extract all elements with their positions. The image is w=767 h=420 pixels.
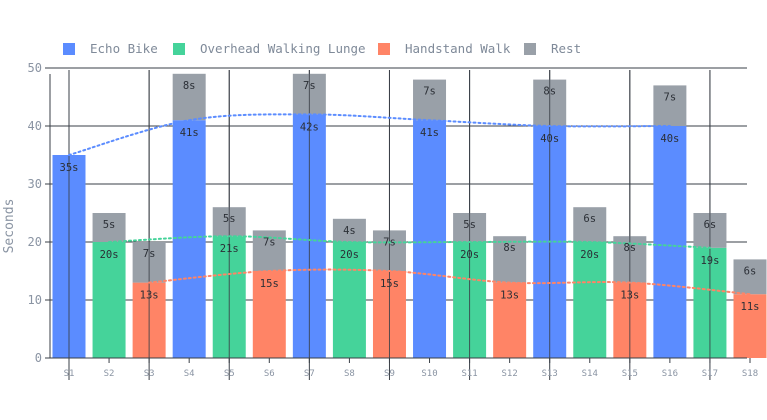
bar-label-rest: 6s — [744, 265, 757, 277]
bar-rest-segment — [493, 236, 527, 283]
bar-label-rest: 8s — [503, 242, 516, 254]
x-tick-label: S7 — [304, 369, 315, 379]
x-tick-label: S8 — [344, 369, 355, 379]
x-tick-label: S13 — [542, 369, 558, 379]
bar-label-rest: 7s — [423, 86, 436, 98]
x-tick-label: S4 — [184, 369, 195, 379]
bars-layer — [52, 73, 767, 359]
bar-rest-segment — [172, 73, 206, 121]
bar-label-rest: 7s — [664, 91, 677, 103]
x-tick-label: S3 — [144, 369, 155, 379]
bar-label-rest: 7s — [143, 248, 156, 260]
bar-rest-segment — [733, 259, 767, 295]
x-tick-label: S18 — [742, 369, 758, 379]
bar-labels-layer: 35s 20s 5s 13s 7s 41s 8s 21s 5s 15s 7s 42s 7s 20s 4s 15… — [60, 80, 760, 313]
bar-work-segment — [252, 271, 286, 358]
bar-rest-segment — [653, 85, 687, 126]
bar-work-segment — [92, 242, 126, 358]
x-tick-label: S14 — [582, 369, 598, 379]
x-tick-label: S5 — [224, 369, 235, 379]
bar-label-rest: 5s — [223, 213, 236, 225]
legend-swatch-rest — [524, 43, 536, 55]
bar-work-segment — [413, 120, 447, 358]
legend-label-echo-bike: Echo Bike — [90, 41, 158, 56]
x-tick-label: S17 — [702, 369, 718, 379]
y-tick-label: 40 — [28, 119, 42, 133]
bar-label-work: 20s — [100, 249, 119, 261]
bar-label-work: 19s — [700, 255, 719, 267]
bar-label-rest: 6s — [583, 213, 596, 225]
bar-label-work: 13s — [500, 290, 519, 302]
bar-label-rest: 7s — [263, 236, 276, 248]
trend-line-overhead-walking-lunge — [108, 235, 711, 249]
legend-swatch-overhead-walking-lunge — [173, 43, 185, 55]
y-tick-label: 50 — [28, 61, 42, 75]
x-tick-label: S6 — [264, 369, 275, 379]
bar-label-rest: 7s — [383, 236, 396, 248]
bar-label-work: 40s — [540, 133, 559, 145]
x-tick-label: S10 — [421, 369, 437, 379]
bar-label-rest: 6s — [704, 219, 717, 231]
x-tick-label: S16 — [662, 369, 678, 379]
bar-work-segment — [172, 120, 206, 358]
bar-work-segment — [733, 294, 767, 358]
x-tick-label: S2 — [104, 369, 115, 379]
bar-label-rest: 5s — [463, 219, 476, 231]
x-tick-label: S15 — [622, 369, 638, 379]
x-tick-label: S9 — [384, 369, 395, 379]
bar-rest-segment — [413, 79, 447, 121]
bar-label-rest: 5s — [103, 219, 116, 231]
legend-swatch-echo-bike — [63, 43, 75, 55]
bar-label-work: 15s — [380, 278, 399, 290]
bar-label-rest: 8s — [183, 80, 196, 92]
bar-work-segment — [332, 242, 366, 358]
legend-label-handstand-walk: Handstand Walk — [405, 41, 511, 56]
axes-layer: 0 10 20 30 40 50 S1 S2 S3 S4 S5 S6 S7 S8 S9 S10 S11 S12 S1… — [28, 61, 759, 379]
bar-label-rest: 8s — [543, 86, 556, 98]
legend-label-overhead-walking-lunge: Overhead Walking Lunge — [200, 41, 366, 56]
y-tick-label: 0 — [35, 351, 42, 365]
y-axis-label: Seconds — [2, 199, 17, 254]
x-tick-label: S12 — [502, 369, 518, 379]
y-tick-label: 30 — [28, 177, 42, 191]
bar-label-work: 35s — [60, 162, 79, 174]
y-tick-label: 10 — [28, 293, 42, 307]
bar-label-work: 20s — [340, 249, 359, 261]
legend-label-rest: Rest — [551, 41, 581, 56]
bar-label-work: 20s — [580, 249, 599, 261]
bar-work-segment — [493, 282, 527, 358]
bar-rest-segment — [332, 218, 366, 242]
bar-label-rest: 7s — [303, 80, 316, 92]
bar-rest-segment — [92, 213, 126, 242]
bar-label-work: 41s — [420, 127, 439, 139]
bar-work-segment — [653, 126, 687, 358]
x-tick-label: S11 — [461, 369, 477, 379]
bar-label-work: 21s — [220, 243, 239, 255]
bar-label-rest: 4s — [343, 225, 356, 237]
bar-label-work: 20s — [460, 249, 479, 261]
bar-label-work: 13s — [620, 290, 639, 302]
y-tick-label: 20 — [28, 235, 42, 249]
bar-label-work: 15s — [260, 278, 279, 290]
bar-label-work: 13s — [140, 290, 159, 302]
x-tick-label: S1 — [64, 369, 75, 379]
bar-label-work: 11s — [741, 301, 760, 313]
bar-label-rest: 8s — [623, 242, 636, 254]
legend: Echo Bike Overhead Walking Lunge Handstand… — [63, 41, 581, 56]
bar-label-work: 42s — [300, 121, 319, 133]
bar-work-segment — [573, 242, 607, 358]
bar-label-work: 40s — [660, 133, 679, 145]
trend-line-handstand-walk — [148, 268, 751, 296]
bar-rest-segment — [573, 207, 607, 242]
legend-swatch-handstand-walk — [378, 43, 390, 55]
bar-label-work: 41s — [180, 127, 199, 139]
trend-lines-layer — [68, 113, 751, 296]
trend-line-echo-bike — [68, 113, 671, 156]
